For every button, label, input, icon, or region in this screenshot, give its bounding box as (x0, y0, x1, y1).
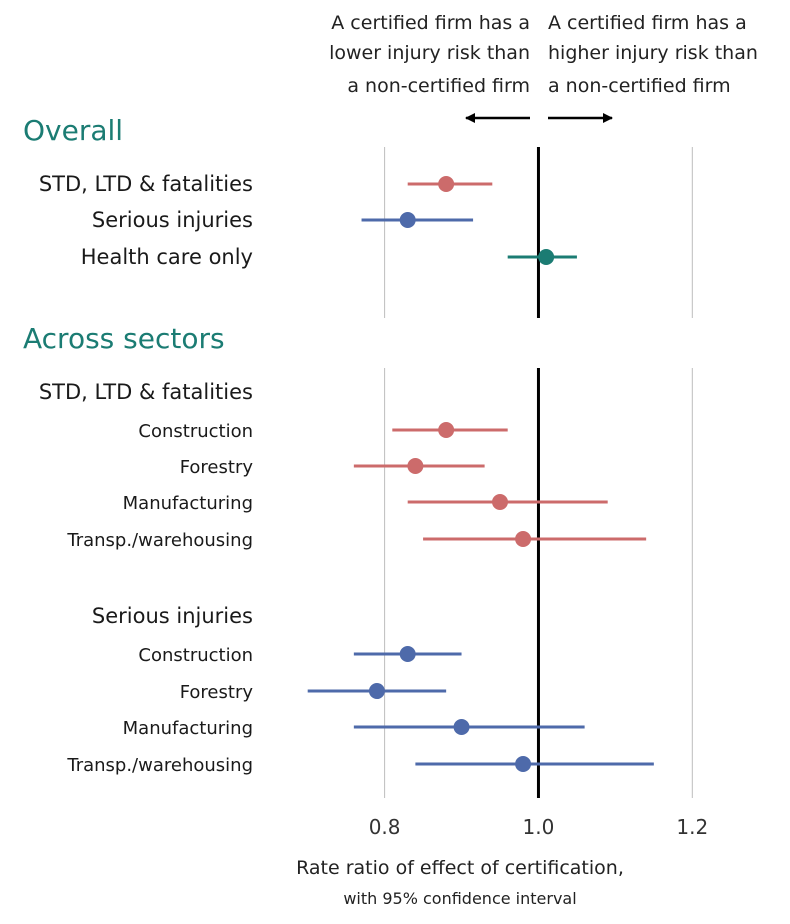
group-label: Serious injuries (92, 604, 253, 628)
point-estimate-marker (438, 422, 455, 438)
point-estimate-marker (515, 756, 532, 772)
forest-row: Forestry (180, 682, 447, 703)
row-label: STD, LTD & fatalities (39, 172, 253, 196)
point-estimate-marker (438, 176, 455, 192)
row-label: Transp./warehousing (66, 530, 253, 551)
forest-row: Serious injuries (92, 604, 253, 628)
row-label: Manufacturing (123, 718, 253, 739)
point-estimate-marker (538, 249, 555, 265)
x-axis-label: Rate ratio of effect of certification, (296, 857, 624, 879)
header-right-line-2: higher injury risk than (548, 42, 758, 64)
rows-group: STD, LTD & fatalities Serious injuries Hea… (39, 172, 654, 776)
forest-row: Serious injuries (92, 208, 474, 232)
forest-row: STD, LTD & fatalities (39, 380, 253, 404)
forest-row: Transp./warehousing (66, 530, 647, 551)
panel-title-overall: Overall (23, 114, 123, 147)
forest-row: Forestry (180, 457, 485, 478)
point-estimate-marker (407, 458, 424, 474)
forest-row: Manufacturing (123, 718, 585, 739)
point-estimate-marker (492, 494, 508, 510)
forest-row: Manufacturing (123, 493, 608, 514)
forest-row: Construction (138, 421, 508, 442)
row-label: Construction (138, 645, 253, 666)
x-axis-sublabel: with 95% confidence interval (343, 889, 576, 908)
x-tick-label: 0.8 (369, 815, 401, 839)
group-label: STD, LTD & fatalities (39, 380, 253, 404)
row-label: Health care only (81, 245, 253, 269)
header-right-annotation: A certified firm has a higher injury ris… (548, 12, 758, 97)
header-left-line-3: a non-certified firm (347, 75, 530, 97)
point-estimate-marker (515, 531, 532, 547)
header-left-line-1: A certified firm has a (331, 12, 530, 34)
header-left-line-2: lower injury risk than (329, 42, 530, 64)
row-label: Forestry (180, 682, 254, 703)
row-label: Serious injuries (92, 208, 253, 232)
row-label: Forestry (180, 457, 254, 478)
header-right-line-1: A certified firm has a (548, 12, 747, 34)
header-right-line-3: a non-certified firm (548, 75, 731, 97)
forest-row: STD, LTD & fatalities (39, 172, 493, 196)
forest-row: Health care only (81, 245, 577, 269)
row-label: Transp./warehousing (66, 755, 253, 776)
point-estimate-marker (399, 212, 416, 228)
x-tick-label: 1.0 (523, 815, 555, 839)
forest-row: Construction (138, 645, 462, 666)
x-tick-label: 1.2 (676, 815, 708, 839)
forest-row: Transp./warehousing (66, 755, 654, 776)
x-axis-ticks: 0.8 1.0 1.2 (369, 815, 709, 839)
point-estimate-marker (399, 646, 416, 662)
panel-title-across-sectors: Across sectors (23, 322, 225, 355)
row-label: Construction (138, 421, 253, 442)
point-estimate-marker (453, 719, 470, 735)
row-label: Manufacturing (123, 493, 253, 514)
header-left-annotation: A certified firm has a lower injury risk… (329, 12, 530, 97)
point-estimate-marker (368, 683, 385, 699)
